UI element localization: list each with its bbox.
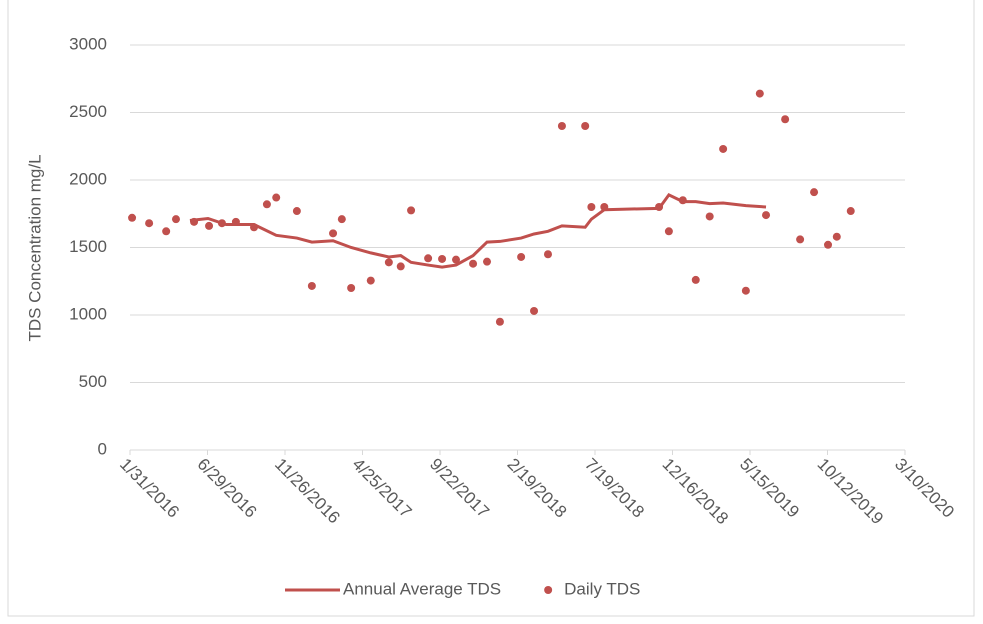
y-tick-label: 2500 — [69, 102, 107, 121]
daily-point — [824, 240, 833, 249]
daily-point — [664, 227, 673, 236]
y-tick-label: 500 — [79, 372, 107, 391]
daily-point — [347, 284, 356, 292]
daily-point — [495, 317, 504, 326]
daily-point — [145, 219, 154, 228]
daily-point — [128, 213, 137, 222]
daily-point — [530, 306, 539, 315]
daily-point — [557, 122, 566, 130]
daily-point — [655, 203, 664, 211]
daily-point — [810, 188, 819, 197]
y-tick-label: 3000 — [69, 34, 107, 53]
daily-point — [384, 258, 393, 267]
y-tick-label: 0 — [98, 439, 107, 458]
daily-point — [205, 221, 214, 230]
daily-point — [691, 275, 700, 284]
daily-point — [307, 281, 316, 290]
legend-label: Daily TDS — [564, 579, 640, 598]
daily-point — [600, 203, 609, 211]
daily-point — [396, 262, 405, 271]
daily-point — [543, 250, 552, 259]
daily-point — [424, 254, 433, 263]
daily-point — [832, 232, 841, 241]
daily-point — [587, 203, 596, 211]
daily-point — [162, 227, 171, 236]
daily-point — [329, 229, 338, 238]
daily-point — [581, 122, 590, 130]
daily-point — [483, 257, 492, 266]
daily-point — [190, 217, 199, 226]
legend-swatch — [544, 586, 553, 594]
daily-point — [231, 217, 240, 226]
daily-point — [796, 235, 805, 244]
y-tick-label: 1000 — [69, 304, 107, 323]
daily-point — [452, 255, 461, 264]
daily-point — [719, 144, 728, 153]
daily-point — [741, 286, 750, 295]
daily-point — [337, 215, 346, 224]
daily-point — [250, 223, 258, 232]
y-tick-label: 2000 — [69, 169, 107, 188]
average-line — [189, 192, 767, 269]
daily-point — [678, 196, 687, 205]
daily-point — [438, 254, 447, 263]
y-tick-label: 1500 — [69, 237, 107, 256]
daily-point — [517, 252, 526, 261]
daily-point — [217, 219, 226, 228]
daily-point — [755, 89, 764, 98]
daily-point — [469, 259, 478, 268]
daily-point — [292, 207, 301, 216]
daily-point — [171, 215, 180, 224]
daily-point — [262, 200, 271, 209]
legend-label: Annual Average TDS — [343, 579, 501, 598]
daily-point — [781, 115, 790, 124]
y-axis-label: TDS Concentration mg/L — [25, 154, 44, 341]
daily-point — [407, 206, 416, 215]
daily-point — [366, 276, 375, 285]
daily-point — [705, 212, 714, 221]
daily-point — [762, 211, 771, 220]
daily-point — [272, 193, 281, 202]
daily-point — [846, 207, 855, 216]
chart-frame — [7, 0, 975, 617]
